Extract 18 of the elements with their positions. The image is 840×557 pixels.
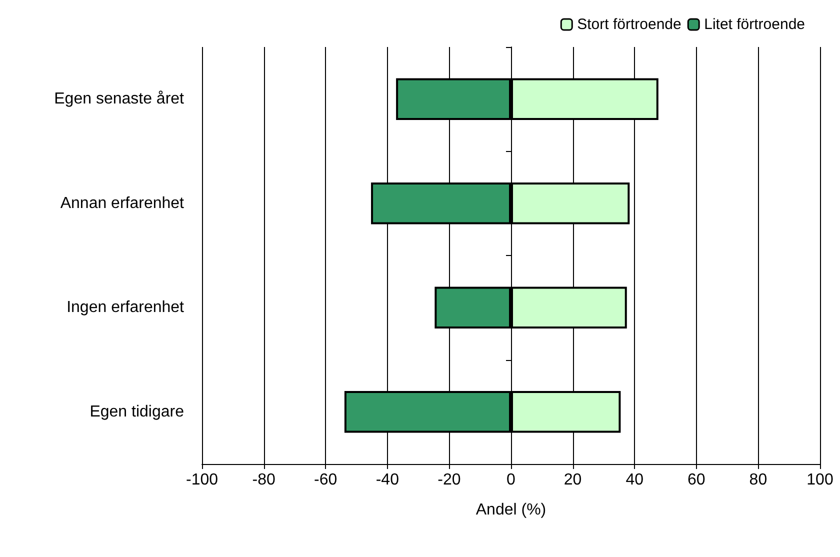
x-tick-label: 20 xyxy=(564,472,582,488)
x-tick-label: -100 xyxy=(186,472,218,488)
x-tick-label: -60 xyxy=(314,472,338,488)
x-tick-label: 80 xyxy=(749,472,768,488)
y-tick-label: Egen tidigare xyxy=(90,403,184,420)
legend-label: Litet förtroende xyxy=(704,16,806,33)
x-tick-label: -80 xyxy=(252,472,276,488)
legend-label: Stort förtroende xyxy=(577,16,682,33)
y-tick-label: Annan erfarenhet xyxy=(60,194,185,212)
x-tick-label: 60 xyxy=(688,472,706,488)
x-tick-label: -40 xyxy=(376,472,400,488)
x-tick-label: 100 xyxy=(806,472,834,488)
x-axis-title: Andel (%) xyxy=(476,502,546,518)
x-tick-label: 0 xyxy=(506,472,516,488)
y-tick-label: Egen senaste året xyxy=(54,90,185,108)
x-tick-label: -20 xyxy=(438,472,461,488)
x-tick-label: 40 xyxy=(626,472,644,488)
y-tick-label: Ingen erfarenhet xyxy=(66,299,185,316)
